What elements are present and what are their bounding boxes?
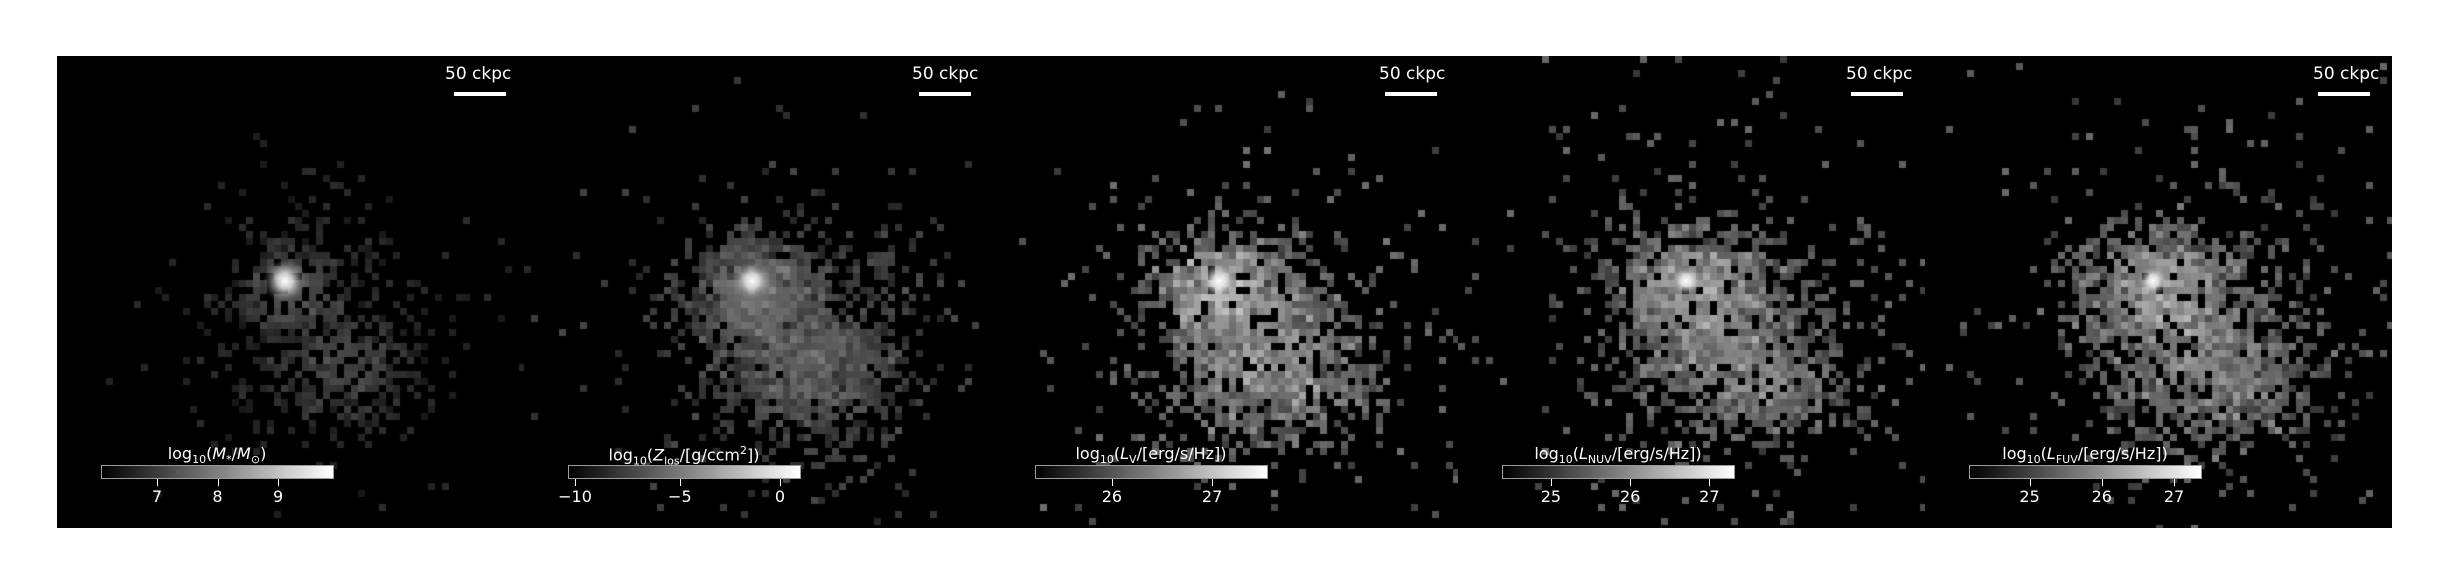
- colorbar-tick: [156, 479, 158, 486]
- scale-bar: [1851, 92, 1903, 96]
- colorbar: [101, 465, 334, 479]
- scale-bar: [2318, 92, 2370, 96]
- image-panel-5: 50 ckpc log10(LFUV/[erg/s/Hz]) 25 26 27: [1925, 56, 2392, 528]
- scale-label: 50 ckpc: [2313, 64, 2380, 84]
- galaxy-map: [524, 56, 991, 528]
- galaxy-map: [1925, 56, 2392, 528]
- scale-label: 50 ckpc: [1379, 64, 1446, 84]
- colorbar-tick-label: 26: [2091, 487, 2112, 506]
- colorbar-tick: [278, 479, 280, 486]
- colorbar-tick: [2029, 479, 2031, 486]
- colorbar-tick-label: 27: [2163, 487, 2185, 506]
- scale-label: 50 ckpc: [1846, 64, 1913, 84]
- image-panel-4: 50 ckpc log10(LNUV/[erg/s/Hz]) 25 26 27: [1458, 56, 1925, 528]
- colorbar: [568, 465, 801, 479]
- galaxy-map: [1458, 56, 1925, 528]
- colorbar-tick-label: 0: [774, 487, 786, 506]
- image-panel-2: 50 ckpc log10(Zlos/[g/ccm2]) −10 −5 0: [524, 56, 991, 528]
- scale-bar: [454, 92, 506, 96]
- colorbar-tick-label: 26: [1619, 487, 1641, 506]
- colorbar-tick: [1630, 479, 1632, 486]
- colorbar-tick: [2174, 479, 2176, 486]
- galaxy-map: [991, 56, 1458, 528]
- colorbar-tick-label: 26: [1101, 487, 1123, 506]
- colorbar-tick: [1550, 479, 1552, 486]
- colorbar-tick: [574, 479, 576, 486]
- galaxy-map: [57, 56, 524, 528]
- colorbar-tick-label: 27: [1699, 487, 1720, 506]
- colorbar-tick: [2101, 479, 2103, 486]
- scale-bar: [919, 92, 971, 96]
- panel-row: 50 ckpc log10(M*/M⊙) 7 8 9 50 ckpc log10(Zlos/…: [57, 56, 2392, 528]
- colorbar-tick-label: 8: [212, 487, 223, 506]
- image-panel-1: 50 ckpc log10(M*/M⊙) 7 8 9: [57, 56, 524, 528]
- colorbar-tick-label: 27: [1201, 487, 1223, 506]
- colorbar-tick: [1212, 479, 1214, 486]
- colorbar-tick-label: 25: [1540, 487, 1562, 506]
- scale-label: 50 ckpc: [445, 64, 512, 84]
- colorbar-tick-label: 25: [2019, 487, 2040, 506]
- colorbar-tick: [1709, 479, 1711, 486]
- colorbar-tick: [217, 479, 219, 486]
- colorbar: [1502, 465, 1735, 479]
- colorbar-tick-label: 7: [151, 487, 162, 506]
- colorbar: [1969, 465, 2202, 479]
- image-panel-3: 50 ckpc log10(LV/[erg/s/Hz]) 26 27: [991, 56, 1458, 528]
- colorbar: [1035, 465, 1268, 479]
- colorbar-tick-label: −10: [558, 487, 592, 506]
- colorbar-tick-label: −5: [668, 487, 692, 506]
- colorbar-tick-label: 9: [272, 487, 284, 506]
- colorbar-tick: [780, 479, 782, 486]
- colorbar-tick: [679, 479, 681, 486]
- colorbar-tick: [1111, 479, 1113, 486]
- scale-label: 50 ckpc: [912, 64, 979, 84]
- scale-bar: [1385, 92, 1437, 96]
